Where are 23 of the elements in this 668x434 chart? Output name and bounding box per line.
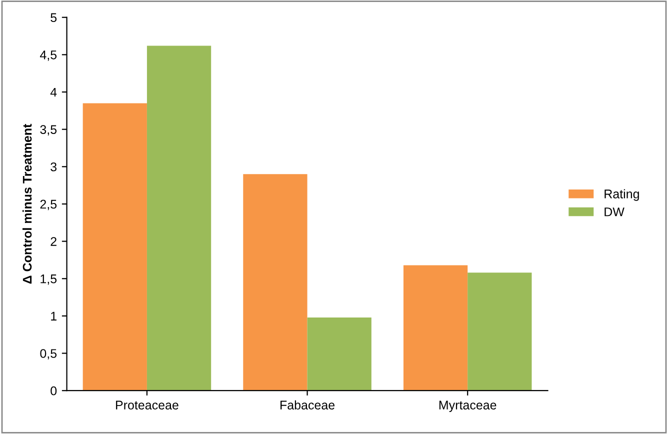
y-axis-title: Δ Control minus Treatment — [22, 124, 32, 284]
bar — [307, 317, 372, 391]
y-tick-label: 2 — [50, 237, 56, 246]
legend-label: Rating — [604, 189, 639, 201]
y-tick-label: 1 — [51, 312, 56, 320]
bar — [82, 103, 147, 391]
y-tick-label: 1,5 — [40, 274, 57, 285]
y-tick-label: 4 — [50, 88, 57, 97]
bar — [243, 174, 308, 391]
y-tick-label: 3,5 — [40, 125, 57, 136]
legend-label: DW — [604, 208, 624, 216]
x-tick-label: Myrtaceae — [439, 400, 496, 412]
bar — [403, 265, 468, 391]
x-tick-label: Fabaceae — [280, 400, 335, 410]
x-tick-label: Proteaceae — [116, 400, 178, 410]
bar — [146, 46, 212, 391]
y-tick-label: 0,5 — [40, 349, 57, 360]
y-tick-label: 3 — [50, 162, 57, 172]
y-tick-label: 5 — [50, 13, 57, 22]
bar — [468, 272, 532, 391]
y-tick-label: 4,5 — [40, 50, 57, 61]
y-tick-label: 0 — [50, 386, 57, 396]
y-tick-label: 2,5 — [40, 200, 57, 210]
